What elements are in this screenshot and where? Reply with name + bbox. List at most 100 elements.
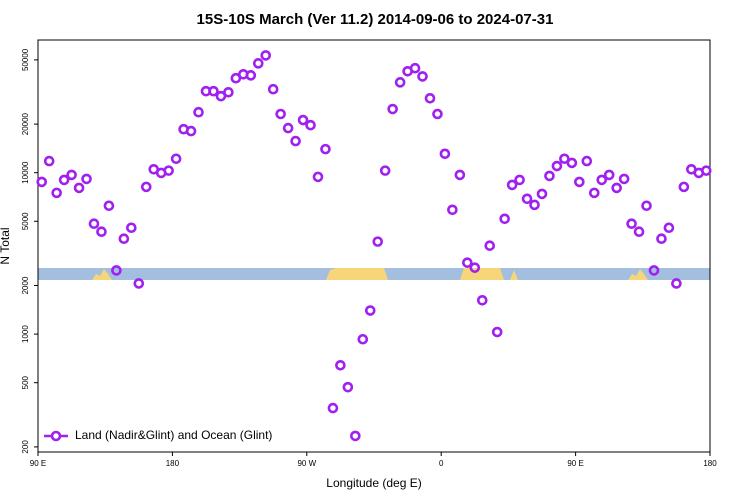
data-point — [417, 71, 428, 82]
data-point — [506, 179, 518, 191]
data-point — [111, 265, 122, 276]
x-tick-label: 180 — [703, 459, 717, 468]
chart-title: 15S-10S March (Ver 11.2) 2014-09-06 to 2… — [197, 11, 554, 28]
data-point — [282, 122, 294, 134]
data-point — [626, 218, 637, 230]
data-point — [671, 278, 682, 289]
data-point — [290, 135, 301, 147]
data-point — [51, 187, 62, 199]
data-point — [140, 181, 152, 193]
data-point — [656, 233, 667, 245]
x-axis-label: Longitude (deg E) — [326, 476, 421, 490]
data-point — [58, 174, 70, 186]
data-point — [126, 222, 137, 234]
land-ocean-band — [38, 268, 710, 280]
data-point — [581, 155, 593, 167]
data-point — [529, 199, 540, 211]
data-point — [596, 174, 608, 186]
x-tick-label: 180 — [166, 459, 180, 468]
data-point — [223, 86, 234, 98]
data-point — [275, 108, 286, 120]
data-point — [648, 265, 660, 276]
data-point — [491, 326, 503, 338]
y-tick-label: 50000 — [21, 48, 30, 71]
data-point — [252, 58, 264, 69]
data-point — [372, 236, 384, 247]
data-point — [544, 170, 555, 182]
data-point — [245, 70, 257, 81]
y-axis-label: N Total — [0, 227, 12, 264]
data-point — [312, 171, 324, 183]
data-point — [36, 176, 48, 188]
land — [92, 269, 112, 280]
data-point — [193, 106, 204, 118]
data-point — [379, 165, 391, 176]
data-point — [170, 153, 182, 165]
data-point — [618, 173, 630, 185]
data-point — [588, 187, 600, 199]
data-point — [424, 93, 436, 104]
data-point — [66, 169, 77, 181]
y-tick-label: 1000 — [21, 325, 30, 343]
data-point — [387, 103, 398, 115]
plot-frame — [37, 39, 711, 453]
data-point — [469, 262, 481, 273]
data-point — [185, 125, 197, 137]
y-tick-label: 5000 — [21, 212, 30, 230]
data-point — [499, 213, 510, 225]
data-point — [521, 193, 533, 205]
data-point — [409, 62, 421, 74]
x-tick-label: 0 — [439, 459, 444, 468]
land — [628, 269, 648, 280]
data-point — [462, 257, 473, 268]
data-point — [536, 188, 548, 200]
data-point — [484, 240, 496, 251]
data-point — [678, 181, 690, 193]
data-point — [603, 169, 615, 181]
data-point — [118, 233, 130, 245]
data-point — [611, 182, 622, 194]
land — [510, 270, 518, 280]
data-point — [559, 153, 570, 165]
data-point — [432, 108, 443, 120]
y-tick-label: 500 — [21, 375, 30, 389]
data-point — [133, 278, 145, 289]
data-point — [476, 294, 488, 306]
y-tick-label: 200 — [21, 440, 30, 454]
land — [460, 268, 504, 280]
data-point — [454, 169, 466, 181]
data-point — [297, 114, 309, 126]
data-point — [81, 173, 92, 185]
data-point — [96, 226, 107, 237]
data-point — [350, 430, 361, 442]
data-point — [574, 176, 585, 188]
land — [326, 268, 388, 280]
data-point — [305, 119, 316, 131]
data-point — [208, 85, 219, 97]
x-tick-label: 90 W — [297, 459, 316, 468]
x-tick-label: 90 E — [567, 459, 583, 468]
data-point — [700, 165, 712, 176]
data-point — [633, 226, 645, 237]
data-point — [103, 200, 115, 212]
data-point — [320, 143, 331, 155]
data-point — [73, 182, 85, 194]
y-tick-label: 10000 — [21, 161, 30, 184]
data-point — [43, 155, 55, 167]
data-point — [663, 222, 675, 234]
data-point — [514, 174, 525, 186]
data-point — [364, 305, 376, 316]
data-point — [335, 359, 346, 371]
y-tick-label: 2000 — [21, 276, 30, 294]
data-point — [551, 160, 563, 172]
data-point — [357, 333, 369, 345]
data-point — [394, 77, 406, 88]
data-point — [447, 204, 458, 216]
legend-label: Land (Nadir&Glint) and Ocean (Glint) — [75, 428, 272, 442]
data-point — [260, 50, 272, 61]
data-point — [641, 200, 652, 212]
legend-marker — [50, 430, 62, 442]
x-tick-label: 90 E — [30, 459, 46, 468]
